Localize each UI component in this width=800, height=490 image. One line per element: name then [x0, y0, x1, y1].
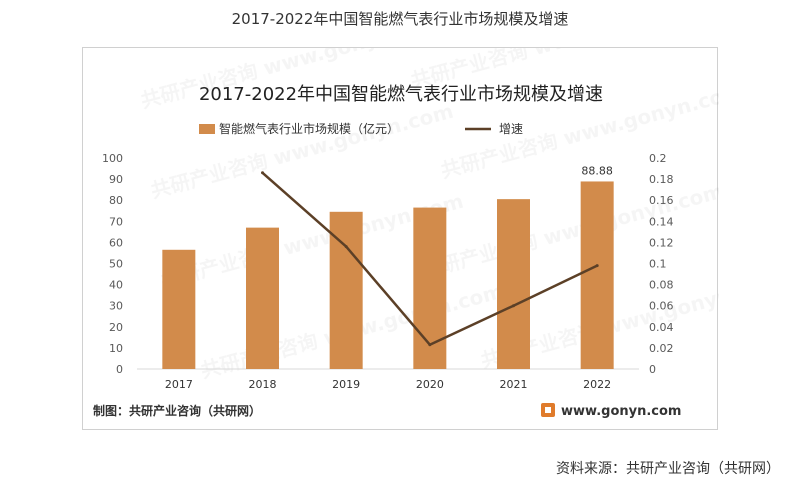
- y-right-tick-label: 0: [649, 363, 656, 376]
- line-series: [261, 171, 599, 347]
- growth-point-2020: [428, 343, 432, 347]
- y-left-tick-label: 100: [102, 152, 123, 165]
- x-axis-labels: 2017 2018 2019 2020 2021 2022: [165, 378, 611, 391]
- y-left-tick-label: 90: [109, 173, 123, 186]
- y-left-tick-label: 10: [109, 342, 123, 355]
- bar-2018: [246, 227, 279, 369]
- y-left-tick-label: 0: [116, 363, 123, 376]
- data-label: 88.88: [581, 164, 613, 177]
- x-tick-label: 2019: [332, 378, 360, 391]
- legend-bar-label: 智能燃气表行业市场规模（亿元）: [219, 121, 399, 136]
- watermark-text: 共研产业咨询 www.gonyn.com: [418, 179, 719, 283]
- page-title: 2017-2022年中国智能燃气表行业市场规模及增速: [231, 10, 569, 28]
- y-left-tick-label: 50: [109, 258, 123, 271]
- growth-point-2018: [261, 171, 264, 175]
- gonyn-logo-icon: [541, 403, 555, 417]
- x-tick-label: 2022: [583, 378, 611, 391]
- y-right-tick-label: 0.02: [649, 342, 674, 355]
- growth-point-2021: [512, 304, 515, 308]
- legend-line-label: 增速: [499, 122, 523, 136]
- chart-card: 共研产业咨询 www.gonyn.com 共研产业咨询 www.gonyn.com…: [82, 47, 719, 430]
- y-right-tick-label: 0.14: [649, 215, 674, 228]
- x-tick-label: 2018: [249, 378, 277, 391]
- data-labels: 88.88: [581, 164, 613, 177]
- y-right-tick-label: 0.1: [649, 258, 667, 271]
- watermark-text: 共研产业咨询 www.gonyn.com: [148, 99, 456, 203]
- chart-maker-credit: 制图：共研产业咨询（共研网）: [93, 403, 261, 418]
- x-tick-label: 2020: [416, 378, 444, 391]
- source-note: 资料来源：共研产业咨询（共研网）: [556, 461, 780, 477]
- y-right-tick-label: 0.2: [649, 152, 667, 165]
- y-axis-left: 0 10 20 30 40 50 60 70 80 90 100: [102, 152, 123, 376]
- site-url: www.gonyn.com: [561, 404, 681, 419]
- y-right-tick-label: 0.18: [649, 173, 674, 186]
- bar-2021: [497, 199, 530, 369]
- y-left-tick-label: 40: [109, 279, 123, 292]
- y-right-tick-label: 0.12: [649, 236, 674, 249]
- growth-point-2019: [344, 245, 348, 249]
- y-left-tick-label: 20: [109, 321, 123, 334]
- y-right-tick-label: 0.06: [649, 300, 674, 313]
- x-tick-label: 2021: [500, 378, 528, 391]
- growth-point-2022: [595, 264, 599, 268]
- y-left-tick-label: 80: [109, 194, 123, 207]
- chart-title: 2017-2022年中国智能燃气表行业市场规模及增速: [199, 84, 603, 105]
- legend: 智能燃气表行业市场规模（亿元） 增速: [199, 121, 523, 136]
- bar-2020: [413, 207, 447, 369]
- bar-2017: [162, 249, 196, 369]
- y-left-tick-label: 70: [109, 215, 123, 228]
- y-right-tick-label: 0.04: [649, 321, 674, 334]
- y-left-tick-label: 60: [109, 236, 123, 249]
- legend-bar-swatch: [199, 124, 215, 134]
- bar-2022: [580, 181, 614, 369]
- x-tick-label: 2017: [165, 378, 193, 391]
- y-right-tick-label: 0.08: [649, 279, 674, 292]
- y-right-tick-label: 0.16: [649, 194, 674, 207]
- bar-series: [162, 181, 614, 369]
- y-left-tick-label: 30: [109, 300, 123, 313]
- y-axis-right: 0 0.02 0.04 0.06 0.08 0.1 0.12 0.14 0.16 0.18 0.2: [649, 152, 674, 376]
